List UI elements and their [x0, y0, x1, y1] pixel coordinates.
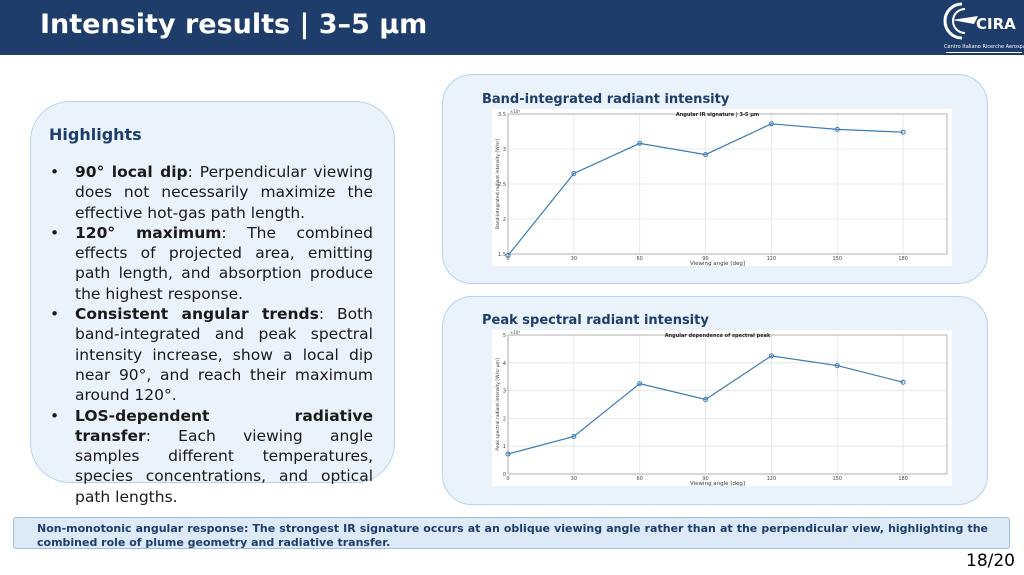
y-tick-label: 4 — [503, 361, 506, 367]
data-point — [768, 353, 774, 359]
y-tick-label: 0 — [503, 472, 506, 478]
y-tick-label: 1.5 — [498, 252, 506, 258]
series-line — [507, 355, 904, 455]
x-tick-label: 60 — [637, 256, 643, 262]
x-tick-label: 90 — [702, 476, 708, 482]
x-tick-label: 150 — [832, 476, 842, 482]
callout-box: Non-monotonic angular response: The stro… — [13, 517, 1010, 549]
highlight-item: • 90° local dip: Perpendicular viewing do… — [48, 162, 373, 223]
y-tick-label: 3 — [503, 389, 506, 395]
data-point — [571, 171, 577, 176]
logo-subtitle: Centro Italiano Ricerche Aerospaziali — [944, 44, 1024, 50]
peak-spectral-title: Peak spectral radiant intensity — [482, 313, 709, 328]
x-tick-label: 150 — [832, 256, 842, 262]
x-tick-label: 180 — [898, 256, 908, 262]
x-axis-label: Viewing angle [deg] — [690, 261, 745, 266]
peak-spectral-chart-svg: 0 30 60 90 120 150 180 0 1 2 3 4 5 Angular dependence… — [495, 330, 948, 486]
x-tick-label: 120 — [767, 476, 777, 482]
data-point — [768, 121, 774, 127]
y-tick-label: 2.5 — [498, 182, 506, 188]
data-point — [505, 451, 511, 457]
y-tick-label: 2 — [503, 217, 506, 223]
y-multiplier: ×10⁵ — [510, 109, 520, 114]
data-point — [834, 363, 840, 369]
data-point — [834, 126, 840, 132]
highlight-term: LOS-dependent radiative transfer — [75, 406, 373, 445]
chart-title: Angular dependence of spectral peak — [665, 333, 771, 339]
data-point — [571, 433, 577, 439]
highlight-text: : Each viewing angle samples different t… — [75, 426, 373, 506]
highlight-text: : Both band-integrated and peak spectral… — [75, 305, 374, 405]
cira-logo: CIRA Centro Italiano Ricerche Aerospazia… — [938, 0, 1024, 55]
highlight-text: : Perpendicular viewing does not necessa… — [75, 163, 373, 222]
data-point — [703, 396, 709, 402]
series-line — [507, 123, 904, 256]
highlights-panel — [30, 101, 395, 483]
highlight-term: 90° local dip — [75, 163, 188, 181]
y-tick-label: 3 — [503, 147, 506, 153]
peak-spectral-chart: 0 30 60 90 120 150 180 0 1 2 3 4 5 Angular dependence… — [492, 330, 952, 486]
highlights-heading: Highlights — [49, 125, 142, 144]
data-point — [505, 252, 511, 258]
x-tick-label: 0 — [506, 476, 509, 482]
band-integrated-chart-svg: 0 30 60 90 120 150 180 1.5 2 2.5 3 3.5 Angular IR si… — [495, 109, 948, 266]
bullet-icon: • — [50, 163, 60, 181]
y-tick-label: 5 — [503, 333, 506, 339]
data-point — [900, 379, 906, 385]
x-tick-label: 60 — [637, 476, 643, 482]
highlight-term: 120° maximum — [75, 223, 222, 242]
x-axis-label: Viewing angle [deg] — [690, 481, 745, 486]
chart-title: Angular IR signature | 3-5 µm — [676, 112, 759, 118]
x-tick-label: 0 — [506, 256, 509, 262]
page-number: 18/20 — [966, 551, 1015, 571]
y-axis-label: Peak spectral radiant intensity [W/sr·µm… — [495, 358, 501, 451]
svg-text:CIRA: CIRA — [976, 15, 1016, 33]
y-multiplier: ×10⁵ — [510, 330, 520, 335]
y-tick-label: 3.5 — [498, 112, 506, 118]
highlight-item: • Consistent angular trends: Both band-in… — [48, 304, 373, 405]
y-tick-label: 2 — [503, 416, 506, 422]
data-point — [637, 140, 643, 146]
slide-header: Intensity results | 3–5 µm CIRA Centro I… — [0, 0, 1024, 55]
x-tick-label: 90 — [702, 256, 708, 262]
highlight-term: Consistent angular trends — [75, 305, 319, 324]
band-integrated-chart: 0 30 60 90 120 150 180 1.5 2 2.5 3 3.5 Angular IR si… — [492, 109, 952, 266]
highlights-list: • 90° local dip: Perpendicular viewing do… — [48, 162, 373, 507]
data-point — [637, 381, 643, 387]
highlight-text: : The combined effects of projected area… — [75, 223, 373, 303]
highlight-item: • LOS-dependent radiative transfer: Each … — [48, 406, 373, 507]
data-point — [900, 129, 906, 135]
x-tick-label: 180 — [898, 476, 908, 482]
bullet-icon: • — [50, 305, 60, 324]
bullet-icon: • — [50, 406, 60, 425]
callout-text: Non-monotonic angular response: The stro… — [37, 522, 988, 549]
plot-frame — [507, 334, 948, 475]
x-tick-label: 120 — [767, 256, 777, 262]
y-tick-label: 1 — [503, 444, 506, 450]
slide-title: Intensity results | 3–5 µm — [40, 9, 428, 40]
bullet-icon: • — [50, 223, 60, 242]
x-tick-label: 30 — [571, 256, 577, 262]
band-integrated-title: Band-integrated radiant intensity — [482, 92, 730, 107]
data-point — [703, 152, 709, 158]
y-axis-label: Band-integrated radiant intensity [W/sr] — [495, 139, 501, 229]
highlight-item: • 120° maximum: The combined effects of p… — [48, 223, 373, 304]
cira-logo-icon: CIRA — [943, 2, 1022, 53]
x-tick-label: 30 — [571, 476, 577, 482]
plot-frame — [507, 113, 948, 255]
